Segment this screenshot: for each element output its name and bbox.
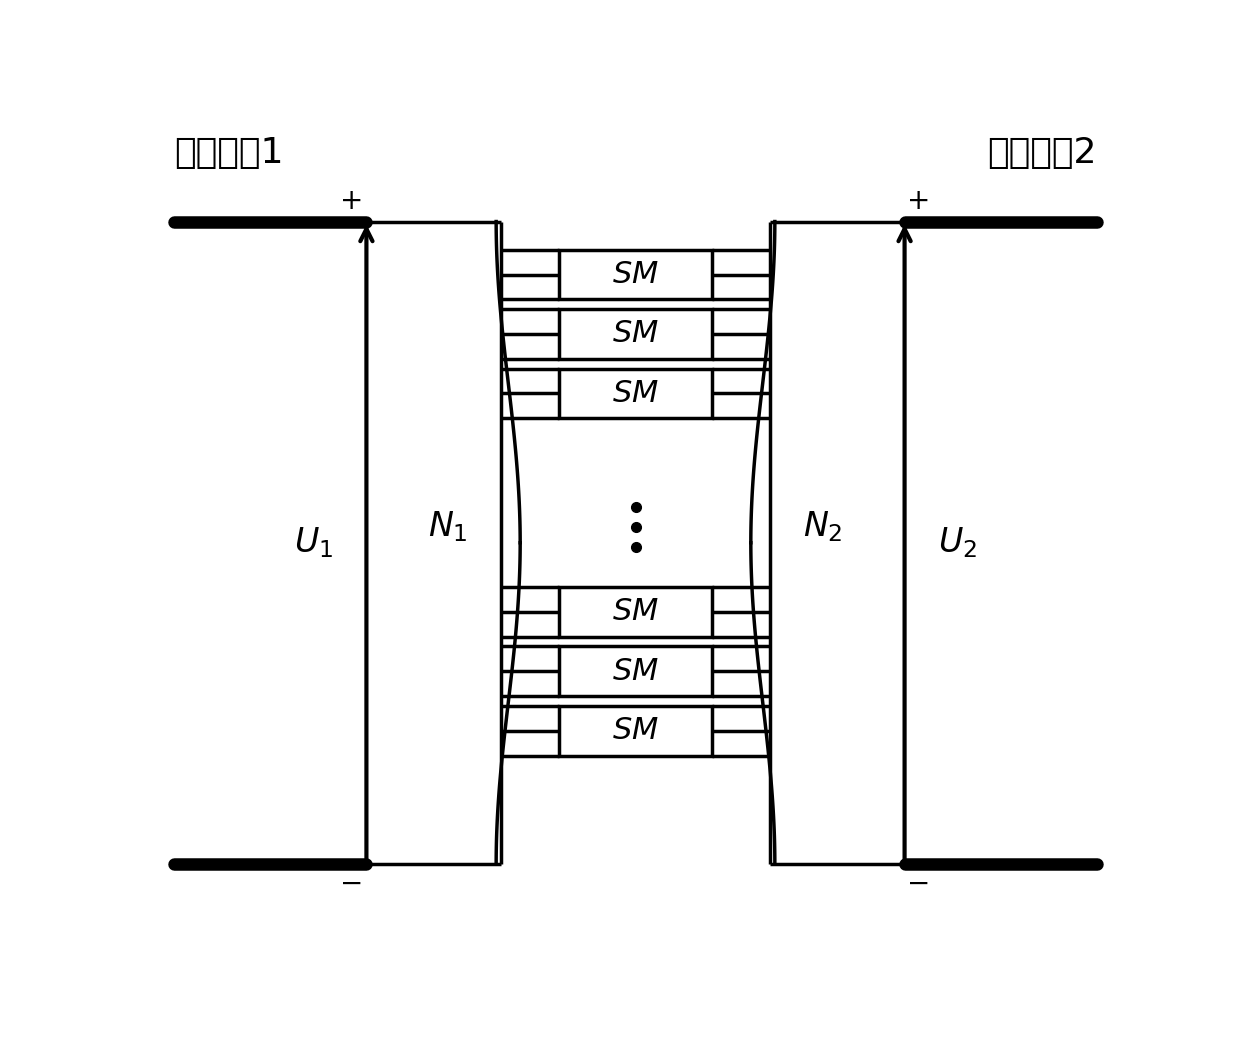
Text: −: − [340,870,363,898]
Text: $\mathit{N}_{\mathit{1}}$: $\mathit{N}_{\mathit{1}}$ [428,509,467,544]
Bar [558,309,712,359]
Text: $\mathit{SM}$: $\mathit{SM}$ [613,378,658,409]
Text: $\mathit{SM}$: $\mathit{SM}$ [613,318,658,349]
Bar [558,368,712,418]
Text: $\mathit{SM}$: $\mathit{SM}$ [613,259,658,290]
Text: $\mathit{N}_{\mathit{2}}$: $\mathit{N}_{\mathit{2}}$ [804,509,843,544]
Text: $\mathit{U}_{\mathit{1}}$: $\mathit{U}_{\mathit{1}}$ [294,526,334,560]
Text: $\mathit{SM}$: $\mathit{SM}$ [613,597,658,627]
Bar [558,587,712,636]
Bar [558,706,712,755]
Text: +: + [908,188,931,216]
Text: $\mathit{SM}$: $\mathit{SM}$ [613,656,658,686]
Text: +: + [340,188,363,216]
Bar [558,249,712,299]
Text: −: − [908,870,930,898]
Text: $\mathit{SM}$: $\mathit{SM}$ [613,715,658,746]
Bar [558,647,712,696]
Text: $\mathit{U}_{\mathit{2}}$: $\mathit{U}_{\mathit{2}}$ [937,526,977,560]
Text: 直流线路1: 直流线路1 [174,137,284,170]
Text: 直流线路2: 直流线路2 [987,137,1096,170]
